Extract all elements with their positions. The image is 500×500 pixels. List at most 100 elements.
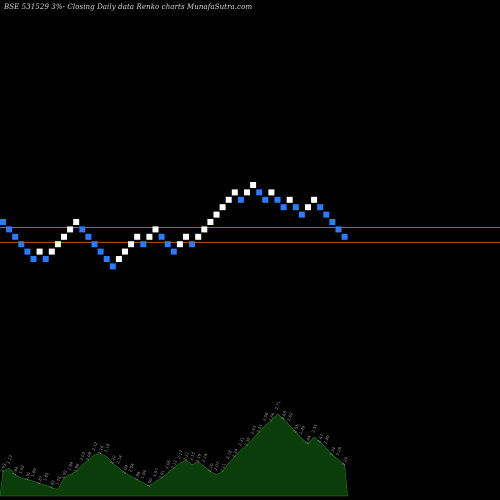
volume-label: 2.13: [5, 454, 13, 465]
volume-label: 1.97: [152, 467, 160, 478]
volume-label: 1.90: [146, 477, 154, 488]
brick-up: [152, 226, 159, 233]
brick-down: [85, 233, 92, 240]
volume-label: 2.08: [85, 451, 93, 462]
brick-up: [128, 241, 135, 248]
volume-label: 1.85: [42, 471, 50, 482]
volume-label: 1.89: [30, 467, 38, 478]
volume-label: 2.11: [219, 462, 227, 473]
volume-label: 2.44: [304, 434, 312, 445]
brick-down: [262, 196, 269, 203]
brick-down: [317, 204, 324, 211]
brick-down: [158, 233, 165, 240]
volume-label: 2.55: [292, 423, 300, 434]
volume-label: 1.98: [133, 470, 141, 481]
volume-label: 1.94: [140, 469, 148, 480]
brick-down: [256, 189, 263, 196]
brick-down: [97, 248, 104, 255]
volume-label: 2.16: [97, 444, 105, 455]
brick-down: [237, 196, 244, 203]
brick-up: [73, 219, 80, 225]
volume-label: 2.14: [115, 454, 123, 465]
brick-down: [140, 241, 147, 248]
brick-up: [134, 233, 141, 240]
brick-up: [244, 189, 250, 196]
brick-up: [250, 182, 257, 188]
volume-label: 2.14: [201, 452, 209, 463]
brick-down: [103, 256, 110, 262]
volume-label: 2.21: [182, 451, 190, 462]
renko-bricks: [0, 182, 348, 270]
volume-label: 1.87: [36, 475, 44, 486]
volume-label: 2.31: [237, 436, 245, 447]
brick-down: [79, 226, 86, 233]
brick-down: [6, 226, 13, 233]
volume-label: 2.58: [262, 411, 270, 422]
brick-down: [0, 219, 6, 225]
brick-down: [170, 248, 177, 255]
brick-up: [207, 219, 214, 225]
volume-label: 2.66: [268, 411, 276, 422]
volume-label: 1.94: [11, 466, 19, 477]
brick-up: [122, 248, 128, 255]
chart-title: BSE 531529 3%- Closing Daily data Renko …: [4, 3, 253, 11]
volume-label: 2.22: [109, 454, 117, 465]
volume-label: 2.24: [341, 456, 349, 467]
brick-down: [292, 204, 299, 211]
volume-label: 2.10: [207, 462, 215, 473]
brick-down: [164, 241, 171, 248]
volume-label: 2.47: [316, 433, 324, 444]
brick-down: [24, 248, 31, 255]
brick-up: [61, 233, 67, 240]
brick-down: [18, 241, 25, 248]
volume-label: 1.91: [24, 470, 32, 481]
volume-label: 2.15: [188, 451, 196, 462]
brick-up: [311, 196, 318, 203]
volume-label: 2.12: [91, 441, 99, 452]
brick-down: [109, 263, 116, 270]
brick-down: [274, 196, 281, 203]
brick-down: [12, 233, 19, 240]
brick-up: [67, 226, 74, 233]
brick-down: [341, 233, 348, 240]
volume-label: 2.18: [103, 442, 111, 453]
brick-down: [42, 256, 49, 262]
volume-label: 2.36: [243, 436, 251, 447]
brick-down: [323, 211, 330, 218]
brick-down: [189, 241, 196, 248]
volume-label: 2.43: [249, 424, 257, 435]
brick-up: [183, 233, 189, 240]
volume-label: 2.68: [280, 410, 288, 421]
volume-label: 2.18: [225, 449, 233, 460]
brick-up: [225, 196, 232, 203]
volume-label: 2.17: [176, 449, 184, 460]
volume-label: 2.24: [231, 447, 239, 458]
volume-label: 2.40: [323, 434, 331, 445]
volume-label: 2.03: [0, 462, 7, 473]
volume-label: 2.07: [213, 461, 221, 472]
volume-area: [0, 413, 348, 497]
brick-down: [329, 219, 336, 225]
brick-up: [219, 204, 226, 211]
volume-label: 2.51: [255, 423, 263, 434]
volume-panel: 2.032.131.941.921.911.891.871.851.821.78…: [0, 400, 349, 497]
brick-up: [305, 204, 311, 211]
volume-label: 2.34: [329, 446, 337, 457]
brick-up: [48, 248, 55, 255]
volume-label: 1.92: [18, 464, 26, 475]
volume-label: 2.01: [158, 469, 166, 480]
volume-label: 2.09: [121, 464, 129, 475]
brick-up: [176, 241, 183, 248]
brick-up: [36, 248, 43, 255]
volume-label: 2.06: [164, 459, 172, 470]
volume-label: 2.12: [170, 459, 178, 470]
volume-label: 2.51: [310, 423, 318, 434]
volume-label: 2.03: [79, 451, 87, 462]
volume-label: 2.62: [286, 411, 294, 422]
volume-label: 2.29: [335, 446, 343, 457]
brick-up: [54, 241, 61, 248]
reference-lines: [0, 227, 500, 243]
brick-up: [268, 189, 275, 196]
